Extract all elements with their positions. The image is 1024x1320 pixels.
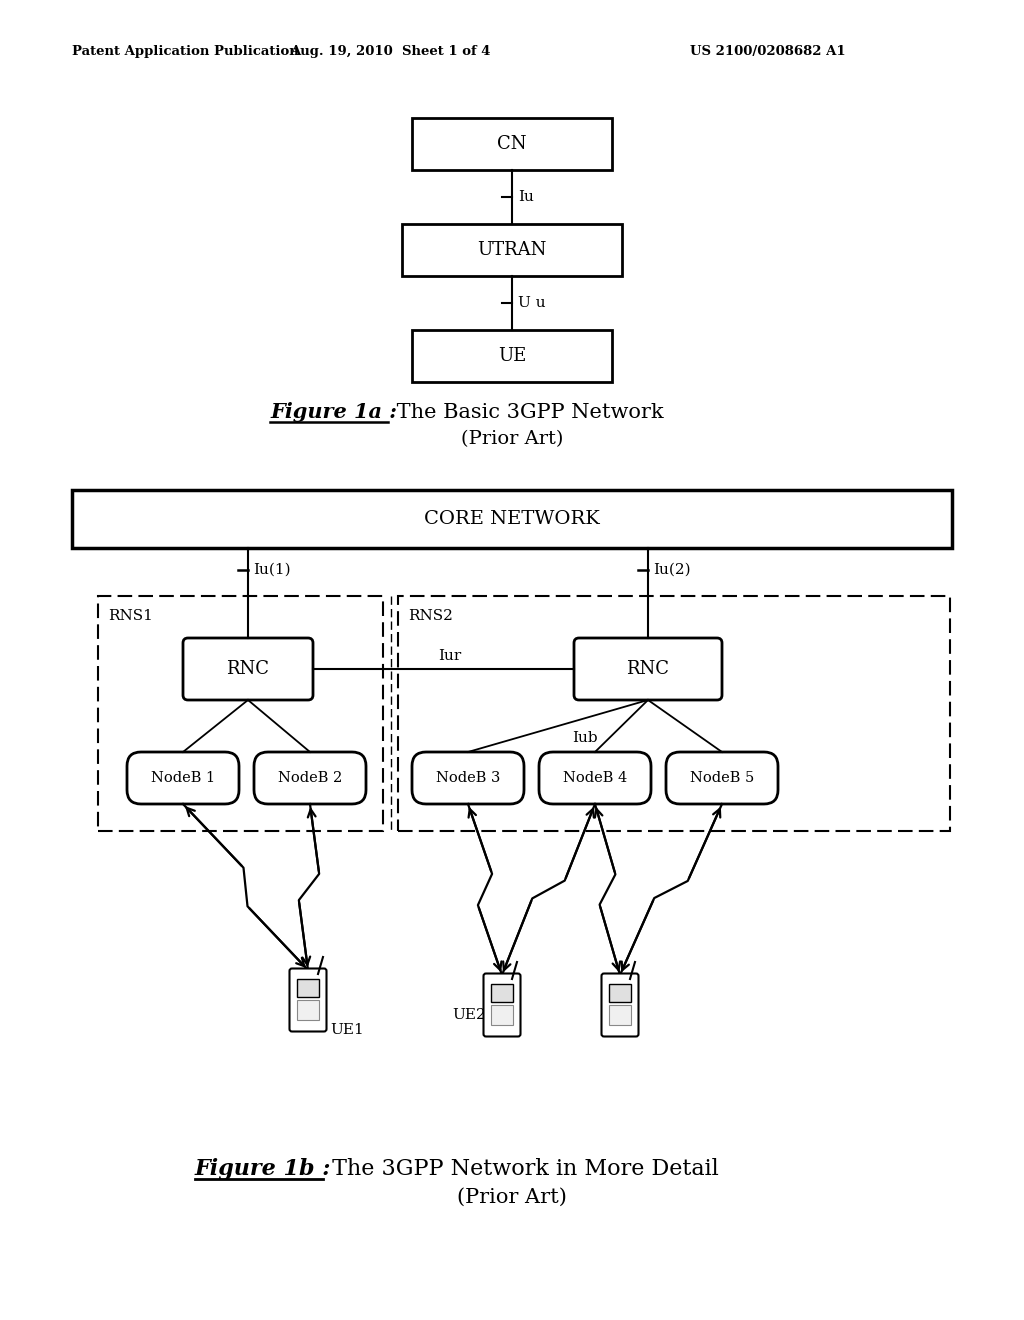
FancyBboxPatch shape — [601, 974, 639, 1036]
Text: RNC: RNC — [226, 660, 269, 678]
Text: NodeB 2: NodeB 2 — [278, 771, 342, 785]
FancyBboxPatch shape — [609, 983, 631, 1002]
Text: NodeB 1: NodeB 1 — [151, 771, 215, 785]
Text: UE3: UE3 — [605, 1008, 639, 1022]
Text: (Prior Art): (Prior Art) — [461, 430, 563, 447]
Text: Figure 1b :: Figure 1b : — [195, 1158, 332, 1180]
Text: U u: U u — [518, 296, 546, 310]
FancyBboxPatch shape — [490, 1005, 513, 1026]
FancyBboxPatch shape — [490, 983, 513, 1002]
FancyBboxPatch shape — [483, 974, 520, 1036]
Text: Iub: Iub — [572, 731, 598, 744]
Text: Iur: Iur — [438, 649, 462, 663]
Text: NodeB 5: NodeB 5 — [690, 771, 754, 785]
FancyBboxPatch shape — [297, 1001, 319, 1020]
Text: NodeB 3: NodeB 3 — [436, 771, 500, 785]
FancyBboxPatch shape — [183, 638, 313, 700]
Text: UE: UE — [498, 347, 526, 366]
Text: Figure 1a :: Figure 1a : — [270, 403, 397, 422]
FancyBboxPatch shape — [290, 969, 327, 1031]
Text: Iu(1): Iu(1) — [253, 564, 291, 577]
Text: (Prior Art): (Prior Art) — [457, 1188, 567, 1206]
Text: The Basic 3GPP Network: The Basic 3GPP Network — [390, 403, 664, 422]
Text: NodeB 4: NodeB 4 — [563, 771, 627, 785]
FancyBboxPatch shape — [254, 752, 366, 804]
FancyBboxPatch shape — [539, 752, 651, 804]
Text: CN: CN — [498, 135, 526, 153]
Text: RNS1: RNS1 — [108, 609, 153, 623]
FancyBboxPatch shape — [412, 330, 612, 381]
Text: CORE NETWORK: CORE NETWORK — [424, 510, 600, 528]
Text: UE2: UE2 — [452, 1008, 485, 1022]
Text: US 2100/0208682 A1: US 2100/0208682 A1 — [690, 45, 846, 58]
FancyBboxPatch shape — [402, 224, 622, 276]
FancyBboxPatch shape — [666, 752, 778, 804]
Text: Iu: Iu — [518, 190, 534, 205]
FancyBboxPatch shape — [574, 638, 722, 700]
Text: The 3GPP Network in More Detail: The 3GPP Network in More Detail — [325, 1158, 719, 1180]
Text: Patent Application Publication: Patent Application Publication — [72, 45, 299, 58]
FancyBboxPatch shape — [72, 490, 952, 548]
Text: Aug. 19, 2010  Sheet 1 of 4: Aug. 19, 2010 Sheet 1 of 4 — [290, 45, 490, 58]
Text: UE1: UE1 — [330, 1023, 364, 1038]
FancyBboxPatch shape — [609, 1005, 631, 1026]
FancyBboxPatch shape — [297, 978, 319, 997]
FancyBboxPatch shape — [127, 752, 239, 804]
Text: Iu(2): Iu(2) — [653, 564, 690, 577]
Text: RNS2: RNS2 — [408, 609, 453, 623]
FancyBboxPatch shape — [412, 752, 524, 804]
Text: UTRAN: UTRAN — [477, 242, 547, 259]
FancyBboxPatch shape — [412, 117, 612, 170]
Text: RNC: RNC — [627, 660, 670, 678]
